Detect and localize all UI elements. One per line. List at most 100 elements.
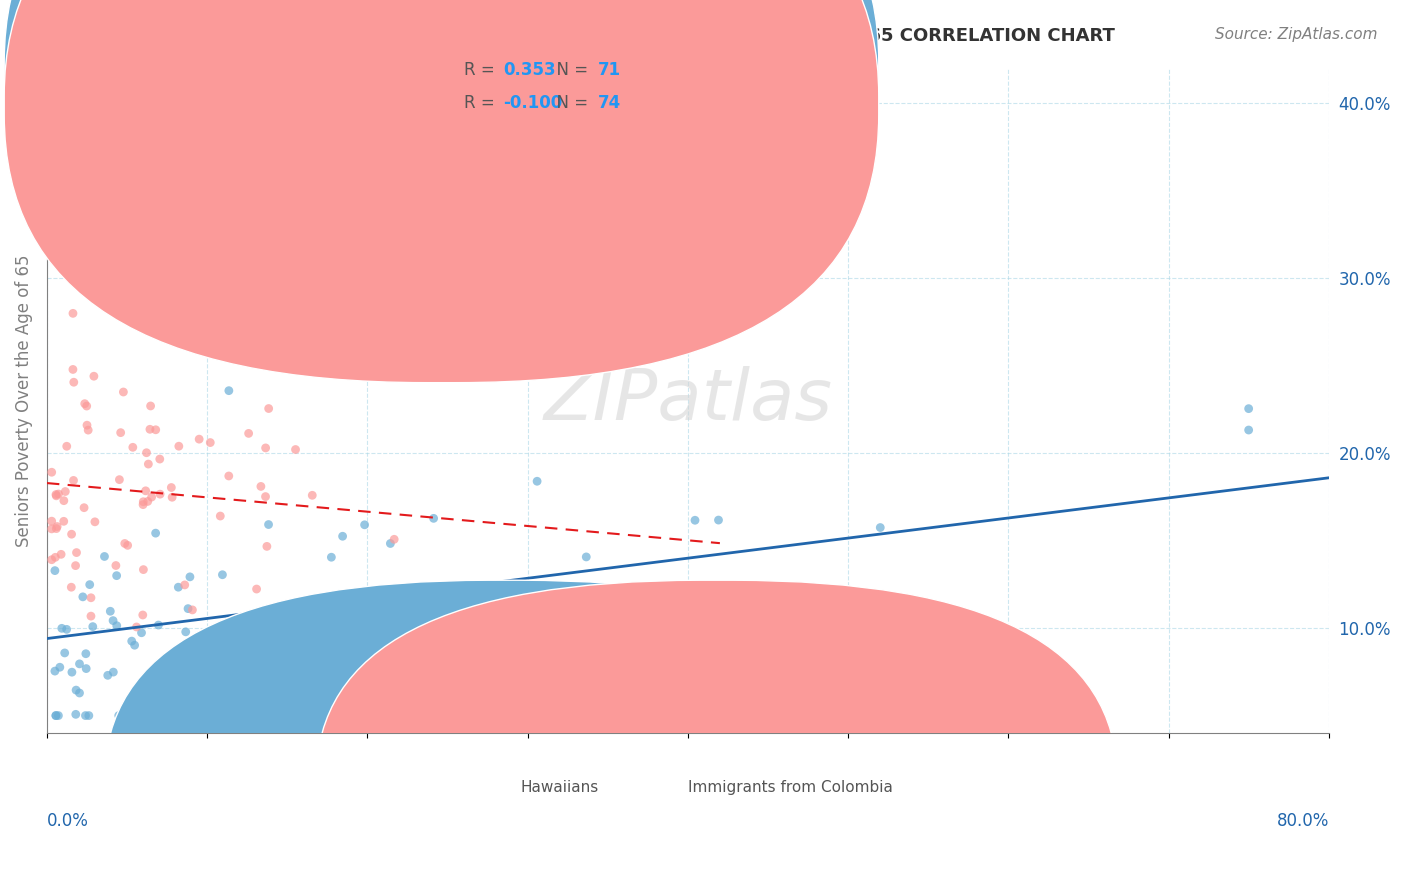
Point (83, 369, 105, 384)
Point (45, 522, 67, 536)
Point (135, 446, 157, 460)
Point (107, 708, 129, 723)
Text: Hawaiians: Hawaiians (520, 780, 599, 795)
Point (322, 615, 344, 629)
Point (211, 687, 233, 701)
Point (41, 514, 63, 528)
Point (353, 517, 375, 532)
Point (136, 494, 159, 508)
Point (173, 578, 195, 592)
Point (1237, 423, 1260, 437)
Text: N =: N = (546, 95, 593, 112)
Point (153, 708, 176, 723)
Point (73, 397, 96, 411)
Point (284, 442, 307, 457)
Point (707, 513, 730, 527)
Point (124, 638, 146, 652)
Point (211, 567, 233, 582)
Point (257, 517, 280, 532)
Point (65, 707, 87, 722)
Point (188, 652, 211, 666)
Point (132, 607, 155, 622)
Point (76, 418, 98, 433)
Point (218, 384, 240, 398)
Point (209, 509, 232, 524)
Point (44, 564, 66, 578)
Point (72, 590, 94, 604)
Point (53, 484, 76, 499)
Point (69, 686, 91, 700)
Point (375, 641, 398, 656)
Point (51, 621, 73, 635)
Point (75, 662, 97, 676)
Text: 80.0%: 80.0% (1277, 812, 1329, 830)
Point (80, 609, 103, 624)
Point (498, 602, 520, 616)
Point (526, 475, 548, 489)
Point (273, 640, 295, 654)
Point (110, 425, 132, 440)
Point (256, 540, 278, 554)
Point (75, 708, 97, 723)
Point (422, 511, 444, 525)
Point (1237, 401, 1260, 416)
Point (52, 493, 75, 508)
Point (177, 601, 200, 615)
Text: -0.100: -0.100 (503, 95, 562, 112)
Point (145, 526, 167, 541)
Point (131, 625, 153, 640)
Point (62, 376, 84, 390)
Point (215, 675, 238, 690)
Point (65, 558, 87, 573)
Point (575, 549, 598, 564)
Point (121, 634, 143, 648)
Point (65, 683, 87, 698)
Point (69, 657, 91, 671)
Point (48, 708, 70, 723)
Point (41, 465, 63, 479)
Point (52, 514, 75, 528)
Point (683, 513, 706, 527)
Point (108, 473, 131, 487)
Point (257, 401, 280, 416)
Point (139, 422, 162, 436)
Point (218, 469, 240, 483)
Point (105, 568, 128, 582)
Text: 71: 71 (598, 61, 620, 78)
Text: HAWAIIAN VS IMMIGRANTS FROM COLOMBIA SENIORS POVERTY OVER THE AGE OF 65 CORRELAT: HAWAIIAN VS IMMIGRANTS FROM COLOMBIA SEN… (28, 27, 1115, 45)
Point (188, 432, 211, 446)
Point (321, 550, 343, 565)
Point (208, 658, 231, 673)
Point (148, 618, 170, 632)
Text: R =: R = (464, 61, 501, 78)
Point (181, 603, 204, 617)
Text: ZIPatlas: ZIPatlas (543, 367, 832, 435)
Point (111, 705, 134, 719)
Point (62, 474, 84, 488)
Text: Immigrants from Colombia: Immigrants from Colombia (688, 780, 893, 795)
Point (156, 329, 179, 343)
Point (77, 423, 100, 437)
Point (125, 620, 148, 634)
Y-axis label: Seniors Poverty Over the Age of 65: Seniors Poverty Over the Age of 65 (15, 254, 32, 547)
Point (60, 665, 83, 680)
Point (132, 494, 155, 508)
Point (82, 619, 104, 633)
Text: 0.353: 0.353 (503, 61, 555, 78)
Point (254, 441, 277, 455)
Point (77, 708, 100, 723)
Point (212, 632, 235, 647)
Point (46, 519, 69, 533)
Point (112, 384, 135, 399)
Point (141, 490, 163, 504)
Point (145, 423, 167, 437)
Point (347, 629, 370, 643)
Point (250, 479, 273, 493)
Point (380, 536, 402, 550)
Point (245, 636, 267, 650)
Point (139, 399, 162, 413)
Point (41, 522, 63, 536)
Point (516, 175, 538, 189)
Point (114, 536, 136, 550)
Point (174, 624, 197, 639)
